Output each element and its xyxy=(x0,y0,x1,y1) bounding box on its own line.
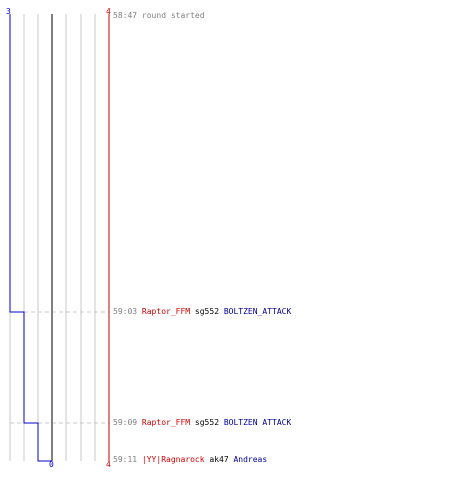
red-bottom-count: 4 xyxy=(106,460,111,469)
event-time: 59:09 xyxy=(113,418,138,427)
blue-team-alive-line xyxy=(9,14,52,462)
event-weapon: sg552 xyxy=(194,307,220,316)
bottom-zero-count: 0 xyxy=(49,460,54,469)
event-killer: Raptor_FFM xyxy=(141,307,191,316)
event-kill-3: 59:11 |YY|Ragnarock ak47 Andreas xyxy=(113,455,267,465)
event-killer: Raptor_FFM xyxy=(141,418,191,427)
event-weapon: ak47 xyxy=(209,455,229,464)
event-time: 59:11 xyxy=(113,455,138,464)
event-weapon: sg552 xyxy=(194,418,220,427)
event-round-start: 58:47 round started xyxy=(113,11,205,21)
event-kill-2: 59:09 Raptor_FFM sg552 BOLTZEN ATTACK xyxy=(113,418,291,428)
blue-top-count: 3 xyxy=(6,7,11,16)
event-description: round started xyxy=(141,11,205,20)
event-killer: |YY|Ragnarock xyxy=(141,455,205,464)
event-victim: BOLTZEN ATTACK xyxy=(223,418,292,427)
grid-lines xyxy=(9,14,110,461)
event-kill-1: 59:03 Raptor_FFM sg552 BOLTZEN_ATTACK xyxy=(113,307,291,317)
event-victim: BOLTZEN_ATTACK xyxy=(223,307,292,316)
event-time: 59:03 xyxy=(113,307,138,316)
event-dashed-lines xyxy=(10,311,109,424)
red-top-count: 4 xyxy=(106,7,111,16)
event-time: 58:47 xyxy=(113,11,138,20)
event-victim: Andreas xyxy=(233,455,268,464)
